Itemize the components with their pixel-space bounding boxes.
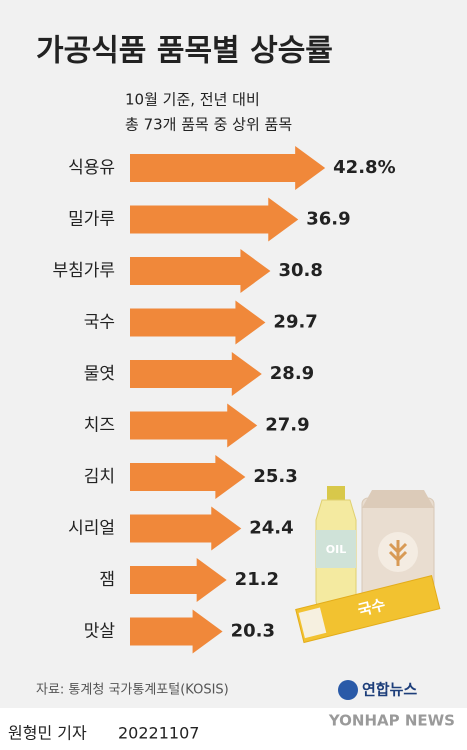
category-label: 물엿 — [84, 364, 115, 384]
value-label: 20.3 — [231, 621, 275, 642]
logo-en: YONHAP NEWS — [328, 712, 455, 730]
bar — [130, 455, 246, 499]
category-label: 맛살 — [84, 622, 116, 642]
value-label: 27.9 — [265, 415, 309, 436]
category-label: 국수 — [84, 313, 115, 333]
bar — [130, 609, 223, 654]
value-label: 30.8 — [278, 260, 322, 281]
value-label: 29.7 — [273, 312, 317, 333]
bar — [130, 352, 262, 396]
bar — [130, 300, 266, 345]
category-label: 시리얼 — [68, 519, 115, 539]
bar — [130, 506, 242, 551]
category-label: 부침가루 — [52, 261, 115, 281]
subtitle: 10월 기준, 전년 대비 — [125, 91, 260, 109]
bar — [130, 403, 258, 448]
value-label: 36.9 — [306, 209, 350, 230]
category-label: 밀가루 — [68, 210, 115, 230]
bar — [130, 146, 326, 190]
category-label: 잼 — [99, 570, 115, 590]
value-label: 24.4 — [249, 518, 293, 539]
category-label: 김치 — [84, 467, 115, 487]
value-label: 21.2 — [235, 569, 279, 590]
footer-band — [0, 708, 467, 750]
value-label: 28.9 — [270, 363, 314, 384]
bar — [130, 558, 227, 602]
source: 자료: 통계청 국가통계포털(KOSIS) — [36, 683, 229, 698]
category-label: 치즈 — [84, 416, 115, 436]
byline: 원형민 기자 — [8, 724, 87, 743]
chart-title: 가공식품 품목별 상승률 — [36, 34, 333, 69]
logo: 연합뉴스 — [362, 681, 417, 699]
bottle-label: OIL — [326, 543, 346, 556]
bar — [130, 197, 299, 242]
value-label: 25.3 — [253, 466, 297, 487]
bar — [130, 249, 271, 293]
logo-icon — [338, 680, 358, 700]
subtitle: 총 73개 품목 중 상위 품목 — [125, 116, 292, 134]
category-label: 식용유 — [68, 158, 115, 178]
date: 20221107 — [118, 724, 199, 743]
illustration: OIL 국수 — [295, 486, 441, 644]
value-label: 42.8% — [333, 157, 395, 178]
